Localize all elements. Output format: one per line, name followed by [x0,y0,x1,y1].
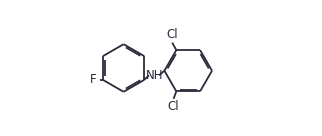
Text: F: F [90,73,96,86]
Text: Cl: Cl [166,28,178,41]
Text: Cl: Cl [168,100,179,113]
Text: NH: NH [146,69,163,82]
